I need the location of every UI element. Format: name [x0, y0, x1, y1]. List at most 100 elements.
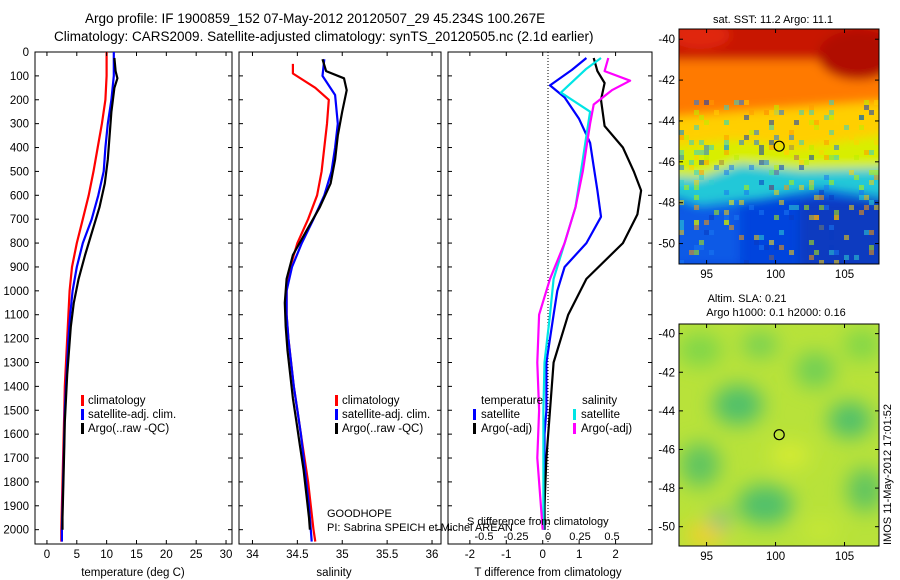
lat-tick-label: -46: [658, 444, 675, 456]
lat-tick-label: -44: [658, 406, 675, 418]
x-tick-label: -1: [501, 549, 511, 561]
difference-legend: temperature salinity satellite Argo(-adj) sa…: [473, 395, 632, 435]
legend-label: Argo(..raw -QC): [342, 423, 423, 435]
salinity-x-ticks: 34 34.5 35 35.5 36: [246, 52, 438, 561]
depth-tick-label: 100: [10, 71, 29, 83]
temperature-xlabel: temperature (deg C): [81, 567, 185, 579]
legend-label: satellite: [581, 409, 620, 421]
legend-label: climatology: [88, 395, 146, 407]
depth-tick-label: 1700: [3, 453, 29, 465]
depth-tick-label: 1900: [3, 501, 29, 513]
legend-swatch: [335, 409, 338, 420]
legend-label: satellite-adj. clim.: [342, 409, 430, 421]
depth-tick-label: 0: [23, 47, 29, 59]
temperature-series: [60, 52, 119, 542]
lat-tick-label: -44: [658, 116, 675, 128]
depth-tick-label: 1400: [3, 381, 29, 393]
legend-swatch: [473, 409, 476, 420]
x-tick-label: 36: [426, 549, 439, 561]
lat-tick-label: -46: [658, 157, 675, 169]
legend-label: satellite: [481, 409, 520, 421]
s-tick-label: -0.25: [503, 531, 528, 543]
series-line-argo-raw-qc-: [61, 57, 119, 530]
sst-map-argo-marker: [773, 140, 785, 152]
depth-tick-label: 1500: [3, 405, 29, 417]
legend-swatch: [573, 423, 576, 434]
lat-tick-label: -48: [658, 198, 675, 210]
depth-tick-label: 700: [10, 214, 29, 226]
legend-label: Argo(-adj): [481, 423, 532, 435]
depth-tick-label: 500: [10, 166, 29, 178]
lat-tick-label: -48: [658, 483, 675, 495]
lat-tick-label: -50: [658, 239, 675, 251]
sst-map-axes: -40 -42 -44 -46 -48 -50 95 100 105: [658, 29, 879, 281]
x-tick-label: 10: [100, 549, 113, 561]
salinity-difference-ticks: -0.5 -0.25 0 0.25 0.5: [475, 531, 620, 543]
salinity-legend: climatology satellite-adj. clim. Argo(..ra…: [335, 395, 430, 435]
x-tick-label: 0: [540, 549, 546, 561]
difference-x-ticks: -2 -1 0 1 2: [465, 52, 619, 561]
depth-tick-label: 2000: [3, 525, 29, 537]
x-tick-label: 15: [130, 549, 143, 561]
x-tick-label: 2: [612, 549, 618, 561]
sst-map-title: sat. SST: 11.2 Argo: 11.1: [713, 14, 833, 26]
lon-tick-label: 100: [766, 269, 785, 281]
legend-label: Argo(..raw -QC): [88, 423, 169, 435]
s-tick-label: 0: [545, 531, 551, 543]
legend-swatch: [335, 395, 338, 406]
x-tick-label: 34: [246, 549, 259, 561]
lon-tick-label: 105: [835, 551, 854, 563]
x-tick-label: 35.5: [376, 549, 398, 561]
legend-label: climatology: [342, 395, 400, 407]
sla-map-title-2: Argo h1000: 0.1 h2000: 0.16: [706, 307, 845, 319]
sst-map-field: [679, 29, 879, 264]
difference-panel-frame: [447, 51, 653, 545]
legend-label: satellite-adj. clim.: [88, 409, 176, 421]
legend-title-temperature: temperature: [481, 395, 543, 407]
lat-tick-label: -40: [658, 34, 675, 46]
depth-tick-label: 1100: [4, 310, 29, 322]
x-tick-label: 30: [220, 549, 233, 561]
depth-tick-label: 900: [10, 262, 29, 274]
temperature-x-ticks: 0 5 10 15 20 25 30: [44, 52, 233, 561]
salinity-xlabel: salinity: [316, 567, 351, 579]
title-line-2: Climatology: CARS2009. Satellite-adjuste…: [54, 29, 594, 44]
lat-tick-label: -40: [658, 329, 675, 341]
lon-tick-label: 100: [766, 551, 785, 563]
legend-swatch: [335, 423, 338, 434]
imos-watermark: IMOS 11-May-2012 17:01:52: [882, 404, 894, 545]
pi-label: PI: Sabrina SPEICH et Michel AREAN: [327, 522, 513, 534]
salinity-panel-frame: [238, 51, 442, 545]
goodhope-label: GOODHOPE: [327, 508, 392, 520]
legend-label: Argo(-adj): [581, 423, 632, 435]
sla-map-title-1: Altim. SLA: 0.21: [708, 293, 787, 305]
sla-map-frame: [678, 323, 880, 547]
temperature-legend: climatology satellite-adj. clim. Argo(..ra…: [81, 395, 176, 435]
x-tick-label: 1: [576, 549, 582, 561]
series-line-satellite-adj-clim-: [285, 59, 339, 542]
series-line-salinity-argo-adj-: [536, 57, 632, 530]
depth-tick-label: 1800: [3, 477, 29, 489]
series-line-argo-raw-qc-: [283, 58, 348, 530]
depth-tick-label: 1000: [3, 286, 29, 298]
legend-title-salinity: salinity: [582, 395, 617, 407]
lat-tick-label: -42: [658, 75, 675, 87]
depth-tick-label: 1200: [3, 334, 29, 346]
x-tick-label: 5: [74, 549, 80, 561]
salinity-series: [283, 58, 348, 542]
s-difference-label: S difference from climatology: [467, 516, 609, 528]
legend-swatch: [81, 423, 84, 434]
series-line-temperature-argo-adj-: [543, 57, 643, 530]
legend-swatch: [473, 423, 476, 434]
legend-swatch: [573, 409, 576, 420]
depth-tick-label: 400: [10, 143, 29, 155]
depth-tick-label: 200: [10, 95, 29, 107]
sla-map-argo-marker: [773, 429, 785, 441]
x-tick-label: 0: [44, 549, 50, 561]
depth-tick-label: 1600: [3, 429, 29, 441]
lon-tick-label: 95: [700, 551, 713, 563]
lon-tick-label: 95: [700, 269, 713, 281]
sla-map-axes: -40 -42 -44 -46 -48 -50 95 100 105: [658, 324, 879, 563]
s-tick-label: -0.5: [475, 531, 494, 543]
